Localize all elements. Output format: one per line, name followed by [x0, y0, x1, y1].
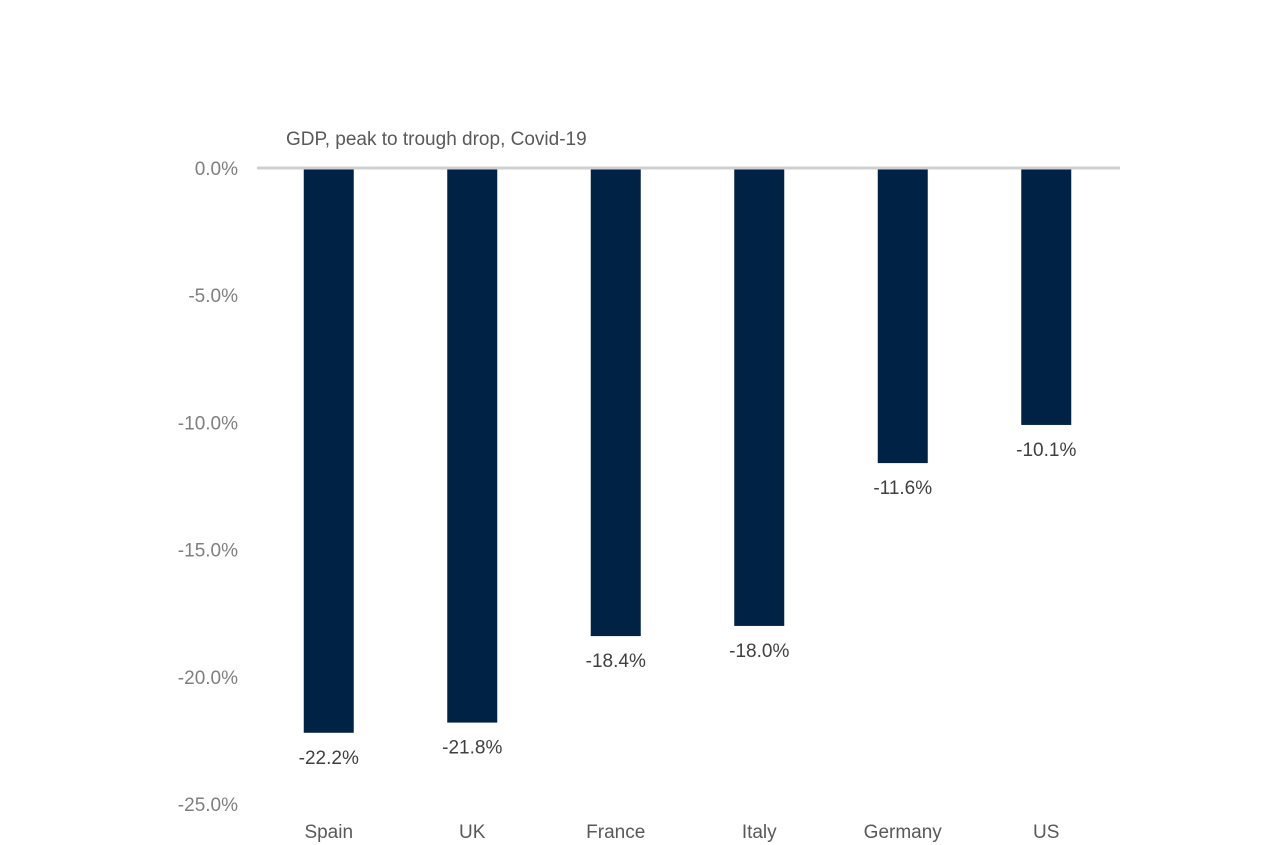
y-tick-label: -10.0%	[178, 413, 238, 434]
data-labels-group: -22.2% -21.8% -18.4% -18.0% -11.6% -10.1%	[299, 440, 1077, 769]
data-label-uk: -21.8%	[442, 738, 502, 759]
bar-italy	[734, 168, 785, 626]
y-axis: 0.0% -5.0% -10.0% -15.0% -20.0% -25.0%	[178, 159, 238, 816]
x-tick-label-spain: Spain	[304, 822, 353, 843]
x-axis: Spain UK France Italy Germany US	[304, 822, 1059, 843]
bars-group	[303, 168, 1072, 733]
chart-title: GDP, peak to trough drop, Covid-19	[286, 129, 587, 150]
x-tick-label-france: France	[586, 822, 645, 843]
y-tick-label: -25.0%	[178, 795, 238, 816]
bar-uk	[447, 168, 498, 723]
bar-spain	[303, 168, 354, 733]
x-tick-label-germany: Germany	[864, 822, 943, 843]
data-label-germany: -11.6%	[873, 478, 932, 499]
data-label-france: -18.4%	[586, 651, 646, 672]
data-label-us: -10.1%	[1016, 440, 1076, 461]
bar-germany	[877, 168, 928, 464]
y-tick-label: -20.0%	[178, 668, 238, 689]
y-tick-label: -15.0%	[178, 541, 238, 562]
bar-france	[590, 168, 641, 637]
y-tick-label: -5.0%	[188, 286, 238, 307]
x-tick-label-uk: UK	[459, 822, 486, 843]
x-tick-label-italy: Italy	[742, 822, 777, 843]
y-tick-label: 0.0%	[195, 159, 238, 180]
bar-us	[1021, 168, 1072, 425]
x-tick-label-us: US	[1033, 822, 1059, 843]
data-label-spain: -22.2%	[299, 748, 359, 769]
data-label-italy: -18.0%	[729, 641, 789, 662]
